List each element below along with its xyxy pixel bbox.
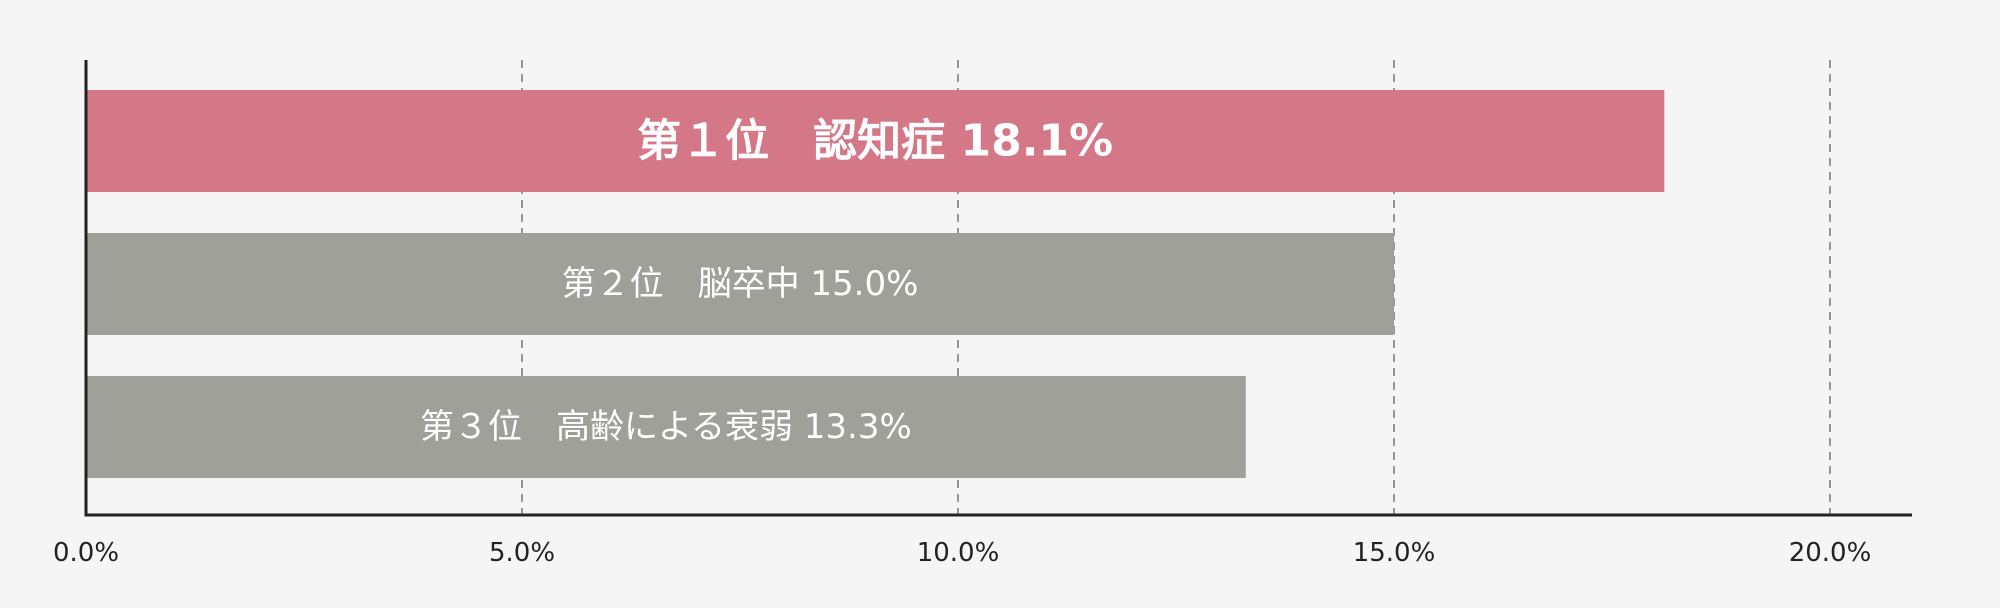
x-tick-label: 5.0% [489,538,555,568]
bar [86,90,1665,192]
bar-labels: 第１位 認知症 18.1% 第２位 脳卒中 15.0% 第３位 高齢による衰弱 13… [420,116,1113,448]
bar-data-label: 第１位 認知症 18.1% [637,116,1113,167]
bar [86,376,1246,478]
bar-data-label: 第３位 高齢による衰弱 13.3% [420,407,912,447]
x-tick-labels: 0.0% 5.0% 10.0% 15.0% 20.0% [53,538,1871,568]
bar-data-label: 第２位 脳卒中 15.0% [562,264,919,304]
x-tick-label: 20.0% [1789,538,1872,568]
x-tick-label: 0.0% [53,538,119,568]
x-tick-label: 15.0% [1353,538,1436,568]
bar [86,233,1394,335]
x-tick-label: 10.0% [917,538,1000,568]
axes [84,60,1912,517]
bars [86,90,1665,478]
